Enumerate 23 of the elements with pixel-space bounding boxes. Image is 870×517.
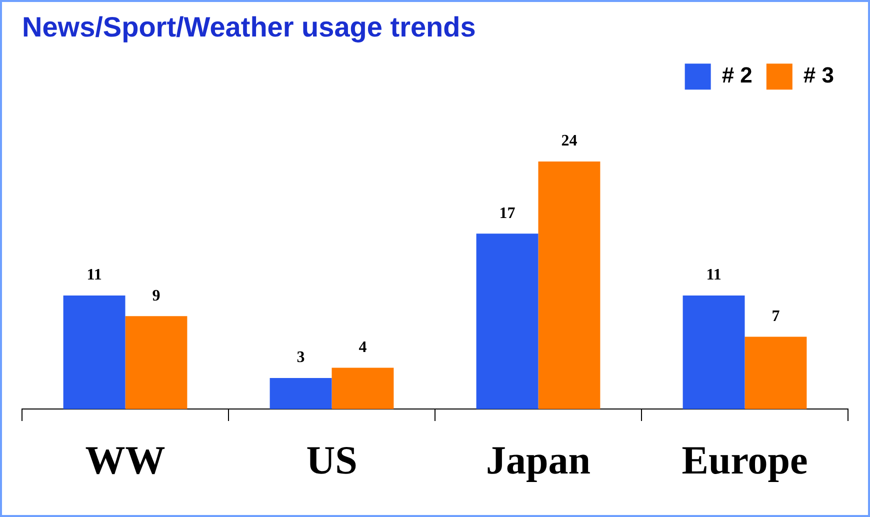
data-label: 24 xyxy=(561,132,578,150)
bar xyxy=(270,378,332,409)
data-label: 9 xyxy=(152,287,160,304)
data-label: 11 xyxy=(86,266,102,284)
bar xyxy=(332,368,394,409)
x-tick-label: WW xyxy=(85,437,166,482)
data-label: 7 xyxy=(772,308,780,325)
legend-label: # 2 xyxy=(722,62,752,88)
data-label: 17 xyxy=(499,204,516,222)
bar xyxy=(682,296,745,409)
legend-label: # 3 xyxy=(803,62,834,88)
data-label: 4 xyxy=(358,338,367,356)
chart-title: News/Sport/Weather usage trends xyxy=(22,12,476,43)
bar xyxy=(125,316,188,409)
data-label: 11 xyxy=(706,266,722,284)
x-tick-label: Japan xyxy=(486,437,590,482)
x-tick-label: Europe xyxy=(682,437,808,482)
x-tick-label: US xyxy=(306,437,358,482)
data-label: 3 xyxy=(296,349,305,366)
bar xyxy=(63,296,126,409)
bar xyxy=(744,336,807,409)
bar xyxy=(538,161,600,409)
bar xyxy=(476,234,538,409)
